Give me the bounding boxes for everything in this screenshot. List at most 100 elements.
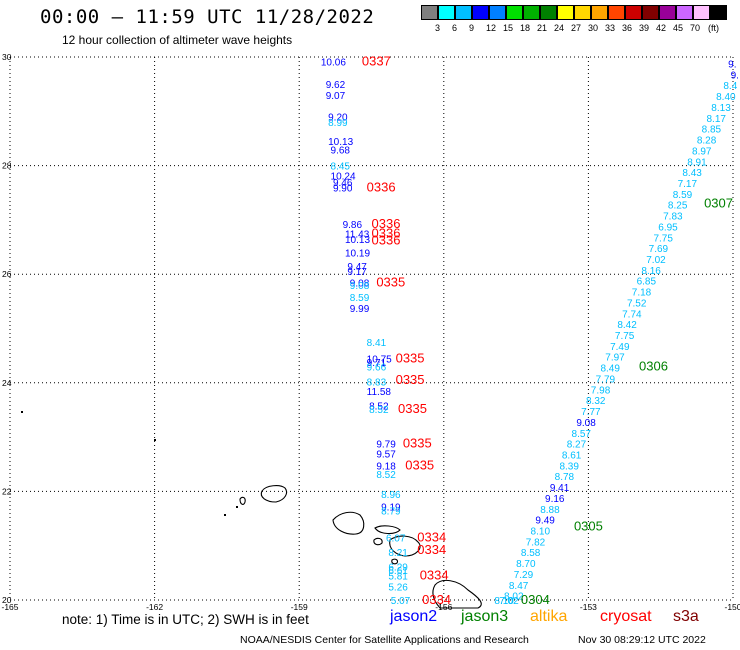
swh-label: 7.82 (526, 537, 546, 548)
pass-time-label: 0306 (639, 359, 668, 374)
swh-label: 8.10 (494, 596, 514, 607)
swh-label: 8.88 (540, 505, 560, 516)
colorbar-tick-label: 30 (588, 23, 599, 33)
legend-jason3: jason3 (461, 608, 509, 625)
colorbar-swatch (472, 5, 489, 20)
swh-label: 7.29 (514, 570, 534, 581)
colorbar-swatch (608, 5, 625, 20)
swh-label: 9.66 (367, 363, 387, 374)
swh-label: 7.69 (649, 244, 669, 255)
colorbar-swatch (676, 5, 693, 20)
swh-label: 8.17 (706, 114, 726, 125)
swh-label: 9.08 (576, 418, 596, 429)
swh-label: 11.43 (345, 229, 370, 240)
colorbar-swatch (642, 5, 659, 20)
swh-label: 7.74 (622, 309, 642, 320)
pass-time-label: 0334 (422, 592, 451, 607)
swh-label: 8.43 (682, 168, 702, 179)
colorbar-swatch (489, 5, 506, 20)
lat-tick-label: 22 (2, 486, 12, 496)
swh-label: 9.68 (331, 145, 351, 156)
swh-label: 9.49 (535, 516, 555, 527)
colorbar-tick-label: 24 (554, 23, 565, 33)
track-east-time-labels: 0307 0306 0305 0304 (521, 196, 733, 607)
swh-label: 8.10 (531, 526, 551, 537)
pass-time-label: 0335 (405, 457, 434, 472)
swh-label: 10.06 (321, 57, 346, 68)
swh-label: 9.07 (326, 91, 346, 102)
swh-label: 5.81 (388, 572, 408, 583)
lat-tick-label: 30 (2, 52, 12, 62)
swh-label: 8.61 (562, 450, 582, 461)
swh-label: 9.47 (347, 262, 367, 273)
colorbar-swatch (574, 5, 591, 20)
colorbar-swatch (625, 5, 642, 20)
colorbar-swatch (540, 5, 557, 20)
swh-label: 6.29 (388, 562, 408, 573)
islet-dot (21, 411, 23, 413)
colorbar-swatch (438, 5, 455, 20)
axis-tick-labels: -165 -162 -159 -156 -153 -150 30 28 26 24 22 20 (1, 52, 740, 612)
swh-label: 9.71 (367, 358, 387, 369)
swh-label: 7.18 (632, 288, 652, 299)
swh-label: 10.24 (331, 171, 356, 182)
lat-tick-label: 24 (2, 378, 12, 388)
swh-label: 7.49 (610, 342, 630, 353)
colorbar-tick-label: 33 (605, 23, 616, 33)
legend-altika: altika (530, 608, 568, 625)
colorbar-swatch (710, 5, 727, 20)
swh-label: 9.46 (333, 178, 353, 189)
colorbar-swatch (659, 5, 676, 20)
legend-s3a: s3a (673, 608, 699, 625)
colorbar-tick-label: 70 (690, 23, 701, 33)
swh-label: 8.25 (668, 201, 688, 212)
swh-label: 7.79 (596, 374, 616, 385)
lat-tick-label: 20 (2, 595, 12, 605)
island-molokai (374, 525, 401, 535)
lat-lon-grid (9, 56, 734, 601)
lon-tick-label: -165 (1, 602, 18, 612)
swh-label: 9.17 (347, 267, 367, 278)
pass-time-label: 0307 (704, 196, 733, 211)
pass-time-label: 0335 (396, 372, 425, 387)
colorbar-swatch (455, 5, 472, 20)
swh-label: 8.52 (369, 405, 389, 416)
swh-label: 8.40 (716, 92, 736, 103)
swh-label: 8.52 (369, 402, 389, 413)
pass-time-label: 0336 (372, 216, 401, 231)
pass-time-label: 0334 (417, 542, 446, 557)
lon-tick-label: -162 (146, 602, 163, 612)
pass-time-label: 0305 (574, 519, 603, 534)
swh-label: 9.57 (376, 449, 396, 460)
swh-label: 9.99 (350, 304, 370, 315)
swh-label: 6.07 (386, 534, 406, 545)
island-lanai (373, 537, 383, 546)
swh-label: 7.75 (615, 331, 635, 342)
swh-label: 9.08 (350, 281, 370, 292)
pass-time-label: 0304 (521, 592, 550, 607)
swh-label: 8.16 (641, 266, 661, 277)
island-hawaii (432, 579, 482, 609)
legend-cryosat: cryosat (600, 608, 652, 625)
chart-title: 00:00 – 11:59 UTC 11/28/2022 (40, 6, 375, 28)
swh-label: 8.52 (376, 470, 396, 481)
swh-label: 8.96 (381, 490, 401, 501)
colorbar-tick-label: 6 (452, 23, 458, 33)
swh-label: 8.91 (687, 157, 707, 168)
lon-tick-label: -150 (724, 602, 740, 612)
swh-label: 8.70 (516, 559, 536, 570)
colorbar-swatch (591, 5, 608, 20)
swh-label: 7.02 (499, 596, 519, 607)
colorbar-tick-label: 39 (639, 23, 650, 33)
colorbar-swatch (421, 5, 438, 20)
swh-label: 9.16 (545, 494, 565, 505)
swh-label: 7.77 (581, 407, 601, 418)
pass-time-label: 0335 (376, 274, 405, 289)
swh-label: 7.75 (653, 233, 673, 244)
swh-label: 8.32 (586, 396, 606, 407)
islet-dot (154, 439, 156, 441)
pass-time-label: 0337 (362, 53, 391, 68)
colorbar-tick-label: 42 (656, 23, 667, 33)
colorbar-swatch (557, 5, 574, 20)
